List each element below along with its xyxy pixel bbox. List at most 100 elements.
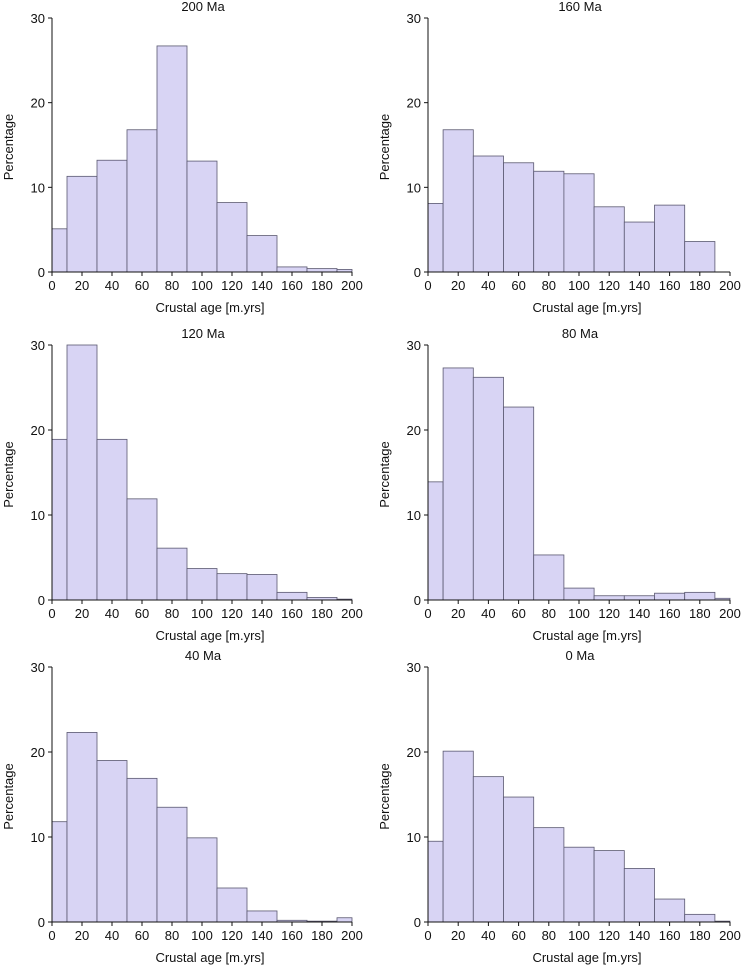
y-tick-label: 10 (407, 508, 421, 523)
x-tick-label: 160 (659, 928, 681, 943)
x-tick-label: 80 (542, 928, 556, 943)
y-tick-label: 30 (31, 660, 45, 675)
x-tick-label: 160 (281, 278, 303, 293)
x-tick-label: 180 (311, 278, 333, 293)
y-tick-label: 20 (31, 745, 45, 760)
x-tick-label: 160 (281, 928, 303, 943)
histogram-bar (126, 777, 158, 923)
x-tick-label: 40 (481, 928, 495, 943)
y-tick-label: 0 (414, 265, 421, 280)
histogram-panel: 0 20 40 60 80 100 120 140 160 180 200 0 10 20 30 80 Ma C… (377, 326, 741, 643)
histogram-bar (503, 162, 535, 273)
histogram-panel: 0 20 40 60 80 100 120 140 160 180 200 0 10 20 30 120 Ma… (1, 326, 363, 643)
histogram-bar (472, 776, 504, 923)
histogram-bar (563, 587, 595, 601)
x-tick-label: 200 (719, 606, 741, 621)
histogram-bar (336, 917, 353, 923)
x-tick-label: 40 (105, 278, 119, 293)
x-tick-label: 180 (689, 928, 711, 943)
histogram-bar (246, 574, 278, 601)
x-tick-label: 200 (341, 278, 363, 293)
y-tick-label: 0 (414, 915, 421, 930)
histogram-panel: 0 20 40 60 80 100 120 140 160 180 200 0 10 20 30 160 Ma… (377, 0, 741, 315)
y-tick-label: 20 (407, 423, 421, 438)
x-axis-label: Crustal age [m.yrs] (155, 628, 264, 643)
histogram-bar (216, 202, 248, 273)
y-tick-label: 10 (407, 830, 421, 845)
histogram-bar (66, 175, 98, 273)
x-tick-label: 180 (311, 928, 333, 943)
x-tick-label: 180 (311, 606, 333, 621)
histogram-bar (156, 45, 188, 273)
histogram-bar (654, 592, 686, 601)
x-axis-label: Crustal age [m.yrs] (532, 300, 641, 315)
histogram-bar (51, 228, 68, 273)
x-tick-label: 80 (165, 278, 179, 293)
x-tick-label: 40 (481, 278, 495, 293)
x-tick-label: 160 (659, 606, 681, 621)
histogram-bar (246, 235, 278, 273)
x-tick-label: 200 (341, 606, 363, 621)
histogram-bar (503, 406, 535, 601)
y-tick-label: 30 (407, 660, 421, 675)
y-tick-label: 20 (407, 745, 421, 760)
histogram-bar (156, 806, 188, 923)
x-tick-label: 100 (191, 606, 213, 621)
x-axis-label: Crustal age [m.yrs] (532, 950, 641, 965)
x-tick-label: 160 (659, 278, 681, 293)
x-tick-label: 180 (689, 278, 711, 293)
y-tick-label: 10 (31, 508, 45, 523)
y-tick-label: 0 (38, 265, 45, 280)
x-tick-label: 160 (281, 606, 303, 621)
histogram-bar (306, 268, 338, 273)
y-tick-label: 30 (31, 338, 45, 353)
x-tick-label: 0 (424, 606, 431, 621)
histogram-panel: 0 20 40 60 80 100 120 140 160 180 200 0 10 20 30 200 Ma… (1, 0, 363, 315)
y-tick-label: 30 (407, 338, 421, 353)
panel-title: 120 Ma (181, 326, 225, 341)
histogram-bar (623, 221, 655, 273)
x-tick-label: 20 (75, 278, 89, 293)
x-tick-label: 140 (251, 278, 273, 293)
y-tick-label: 10 (407, 180, 421, 195)
x-tick-label: 60 (511, 928, 525, 943)
histogram-bar (51, 821, 68, 923)
histogram-bar (51, 438, 68, 601)
x-tick-label: 100 (191, 928, 213, 943)
x-axis-label: Crustal age [m.yrs] (155, 950, 264, 965)
x-tick-label: 60 (135, 606, 149, 621)
x-tick-label: 60 (511, 278, 525, 293)
x-tick-label: 40 (105, 928, 119, 943)
x-tick-label: 120 (221, 278, 243, 293)
x-tick-label: 120 (221, 606, 243, 621)
histogram-bar (126, 129, 158, 273)
histogram-bar (623, 595, 655, 601)
x-tick-label: 100 (568, 278, 590, 293)
x-tick-label: 200 (719, 278, 741, 293)
x-tick-label: 80 (542, 278, 556, 293)
x-tick-label: 100 (568, 606, 590, 621)
x-tick-label: 60 (135, 928, 149, 943)
x-axis-label: Crustal age [m.yrs] (155, 300, 264, 315)
x-tick-label: 60 (511, 606, 525, 621)
histogram-bar (593, 595, 625, 601)
y-tick-label: 0 (38, 915, 45, 930)
x-tick-label: 200 (719, 928, 741, 943)
histogram-bar (126, 498, 158, 601)
x-tick-label: 20 (451, 928, 465, 943)
x-tick-label: 140 (251, 606, 273, 621)
y-tick-label: 30 (31, 11, 45, 26)
x-tick-label: 80 (165, 928, 179, 943)
y-tick-label: 10 (31, 180, 45, 195)
x-tick-label: 80 (165, 606, 179, 621)
y-tick-label: 10 (31, 830, 45, 845)
x-tick-label: 120 (221, 928, 243, 943)
histogram-bar (654, 204, 686, 273)
x-tick-label: 40 (481, 606, 495, 621)
histogram-bar (563, 173, 595, 273)
x-tick-label: 0 (48, 928, 55, 943)
histogram-bar (684, 913, 716, 923)
y-tick-label: 0 (414, 593, 421, 608)
y-axis-label: Percentage (1, 441, 16, 508)
